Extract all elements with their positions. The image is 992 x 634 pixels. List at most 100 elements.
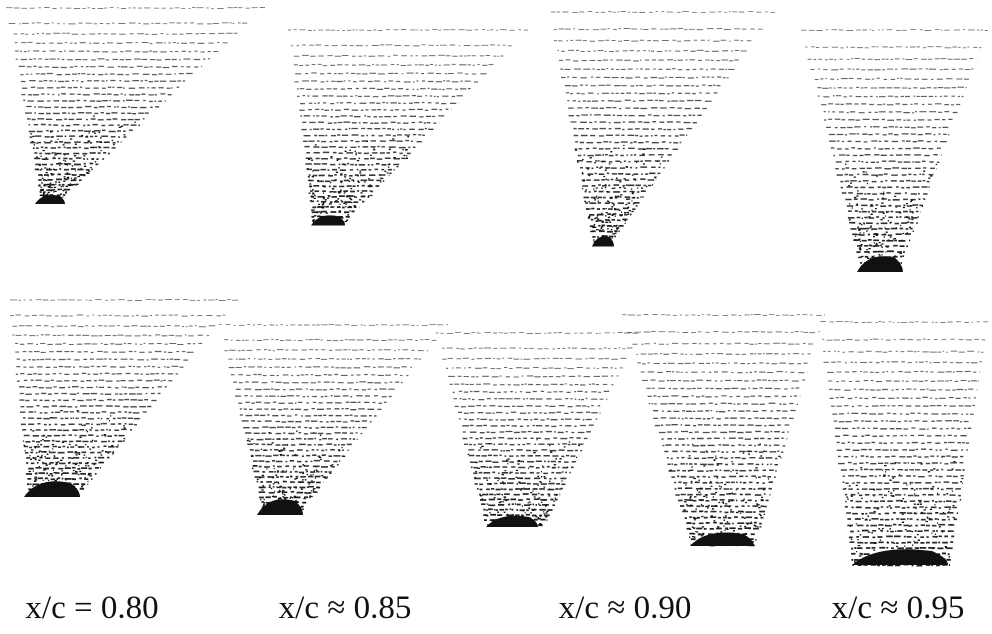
streak-row (19, 392, 161, 395)
streak-row (306, 168, 395, 172)
streak-tip (35, 195, 65, 204)
streak-row (258, 490, 316, 494)
streak-row (435, 332, 639, 334)
streak-row (462, 430, 591, 434)
streak-row (585, 207, 636, 211)
streak-row (442, 357, 627, 360)
streak-row (462, 437, 588, 440)
streak-row (23, 445, 119, 449)
panel-top-1 (6, 7, 265, 204)
streak-row (848, 210, 921, 213)
streak-tip (24, 481, 80, 497)
panel-bottom-4 (622, 314, 825, 547)
streak-row (297, 87, 471, 91)
streak-row (18, 65, 203, 69)
streak-row (224, 349, 429, 352)
streak-row (20, 405, 152, 408)
streak-row (584, 190, 646, 193)
streak-row (565, 92, 718, 95)
streak-row (303, 139, 422, 143)
streak-row (474, 482, 566, 486)
streak-row (661, 437, 788, 440)
streak-row (805, 46, 982, 49)
streak-row (845, 198, 926, 201)
streak-row (830, 147, 941, 150)
streak-row (290, 44, 512, 47)
streak-row (642, 379, 806, 382)
streak-row (553, 39, 752, 42)
streak-row (845, 493, 961, 497)
streak-row (636, 352, 811, 356)
streak-row (13, 32, 238, 35)
streak-row (827, 370, 981, 373)
streak-row (446, 366, 623, 370)
streak-row (302, 121, 440, 124)
streak-row (295, 72, 487, 75)
particle-scatter (467, 439, 581, 526)
streak-row (568, 106, 707, 110)
streak-row (581, 172, 661, 175)
streak-row (306, 151, 411, 155)
streak-row (856, 250, 905, 253)
streak-row (12, 334, 210, 337)
streak-row (441, 347, 633, 350)
streak-row (38, 173, 86, 176)
particle-scatter (574, 144, 664, 242)
panel-top-4 (800, 28, 988, 272)
streak-row (682, 510, 766, 514)
streak-row (469, 460, 576, 463)
streak-row (810, 68, 974, 71)
streak-row (23, 99, 166, 103)
streak-row (577, 153, 672, 157)
streak-row (823, 350, 984, 353)
streak-row (826, 125, 949, 129)
streak-row (15, 58, 211, 61)
streak-row (468, 454, 580, 458)
streak-row (840, 186, 930, 189)
streak-row (228, 357, 421, 360)
streak-row (252, 465, 335, 468)
streak-row (311, 210, 355, 214)
streak-row (817, 95, 964, 98)
streak-row (454, 404, 601, 408)
streak-row (462, 424, 594, 428)
streak-row (824, 118, 955, 121)
streak-row (845, 499, 960, 503)
streak-row (16, 379, 173, 382)
streak-row (829, 388, 978, 391)
streak-row (26, 105, 160, 109)
streak-row (833, 420, 973, 423)
streak-row (14, 50, 219, 53)
particle-scatter (844, 456, 964, 566)
streak-row (305, 162, 400, 166)
streak-row (829, 140, 947, 143)
streak-row (470, 465, 574, 469)
streak-row (473, 471, 571, 475)
streak-row (14, 41, 228, 45)
streak-row (238, 401, 387, 404)
streak-row (452, 390, 610, 393)
streak-row (589, 224, 624, 228)
streak-row (301, 127, 434, 131)
streak-row (842, 487, 961, 491)
streak-row (677, 498, 769, 502)
streak-row (653, 417, 794, 420)
streak-row (30, 140, 122, 144)
streak-row (829, 396, 977, 400)
streak-row (574, 147, 679, 151)
streak-row (233, 381, 403, 384)
streak-row (828, 379, 979, 383)
streak-row (26, 461, 104, 465)
streak-row (25, 439, 123, 443)
streak-row (686, 521, 762, 525)
streak-row (589, 213, 632, 216)
streak-row (258, 485, 320, 489)
streak-row (832, 412, 974, 415)
streak-row (849, 221, 917, 225)
streak-row (481, 503, 555, 507)
streak-row (653, 409, 796, 413)
streak-tip (690, 532, 754, 546)
streak-row (20, 72, 193, 76)
streak-row (564, 84, 721, 87)
streak-row (590, 218, 628, 222)
